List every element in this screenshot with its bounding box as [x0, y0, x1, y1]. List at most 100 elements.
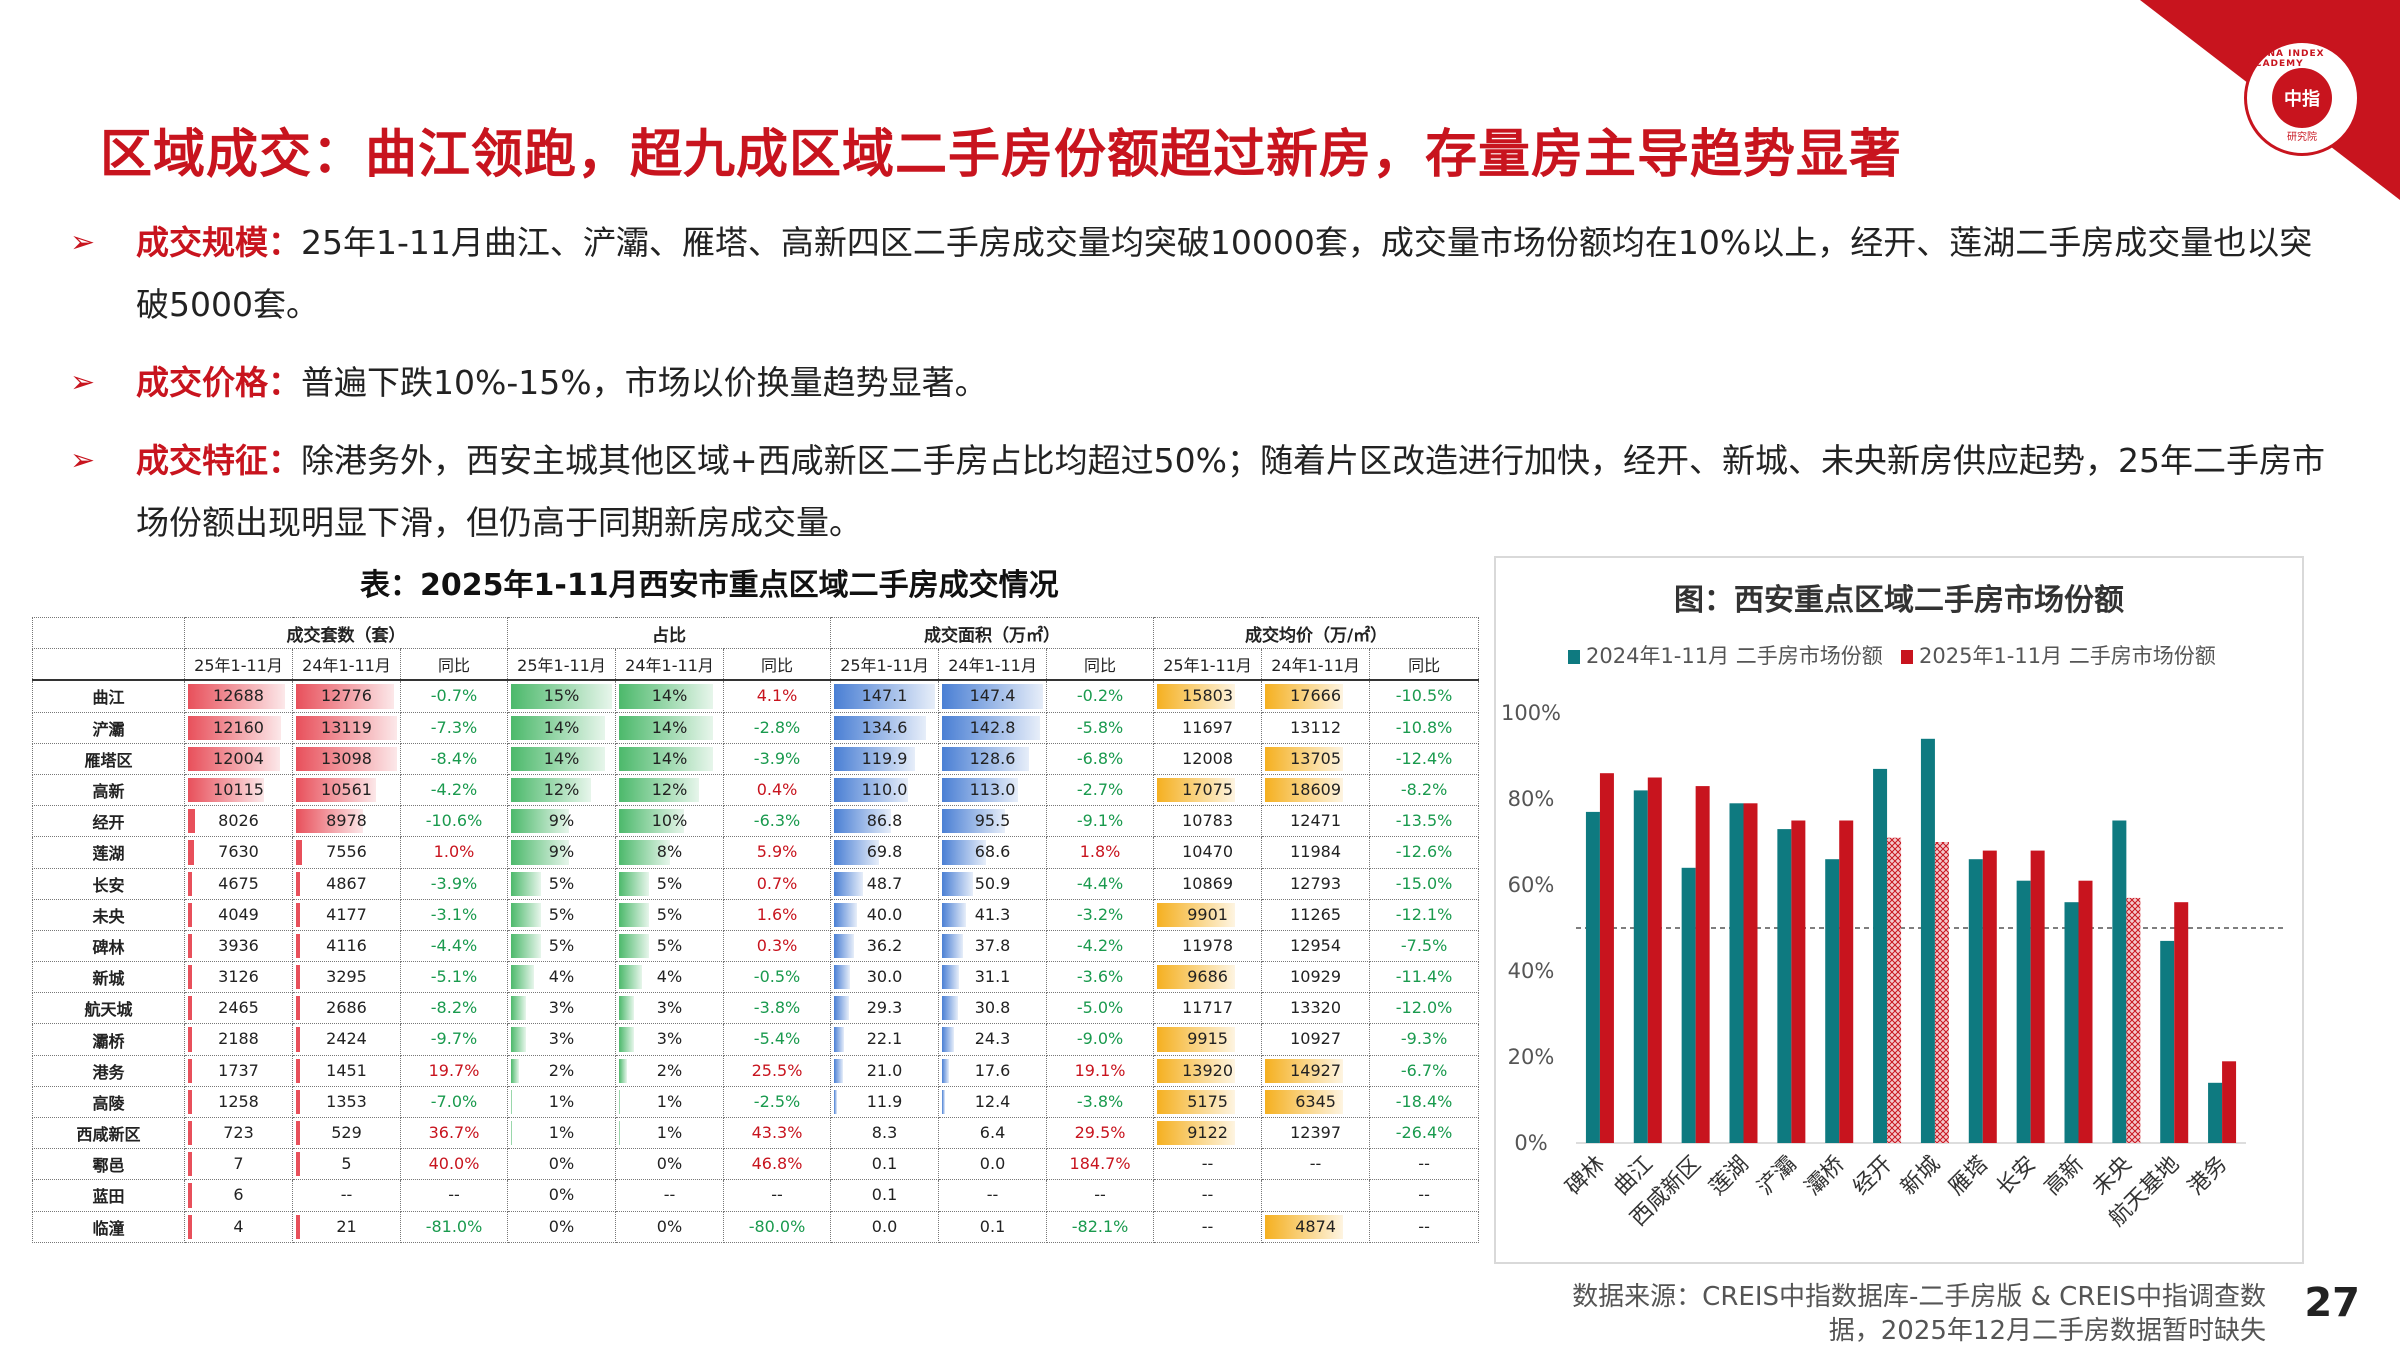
value-cell: 11697 [1153, 711, 1263, 744]
yoy-text: -8.4% [430, 748, 478, 768]
value-cell: 24.3 [938, 1023, 1048, 1056]
yoy-cell: -2.8% [722, 711, 832, 744]
legend-swatch [1901, 650, 1913, 664]
data-bar [834, 1027, 845, 1052]
yoy-text: -3.1% [430, 904, 478, 924]
data-bar [511, 933, 541, 959]
value-cell: 0.1 [938, 1210, 1048, 1243]
subheader-cell: 25年1-11月 [830, 648, 940, 681]
bar-2025 [1934, 842, 1949, 1143]
value-text: 12954 [1290, 935, 1342, 955]
data-bar [511, 684, 612, 709]
bar-2025 [2222, 1061, 2237, 1143]
yoy-cell: -5.4% [722, 1023, 832, 1056]
legend-swatch [1568, 650, 1580, 664]
y-tick-label: 40% [1508, 959, 1555, 983]
value-cell: 3% [507, 1023, 616, 1056]
data-bar [619, 996, 635, 1021]
yoy-text: -7.5% [1400, 935, 1448, 955]
value-cell: 4049 [184, 898, 293, 931]
yoy-cell: -0.5% [722, 961, 832, 994]
value-cell: 13320 [1261, 992, 1371, 1025]
value-text: 8% [656, 842, 683, 862]
yoy-text: -81.0% [425, 1216, 483, 1236]
value-text: 17075 [1182, 779, 1234, 799]
table-row: 临潼 4 21 -81.0% 0% 0% -80.0% 0.0 0.1 -82.1% -- 4874 -… [32, 1210, 1480, 1243]
yoy-text: 1.6% [756, 904, 798, 924]
y-tick-label: 100% [1501, 701, 1561, 725]
yoy-cell: 0.4% [722, 773, 832, 807]
table-body: 曲江 12688 12776 -0.7% 15% 14% 4.1% 147.1 147.4 -0.… [32, 679, 1480, 1243]
yoy-text: -9.7% [430, 1029, 478, 1049]
yoy-text: 1.8% [1079, 842, 1121, 862]
value-cell: 10% [615, 805, 724, 838]
yoy-text: -12.6% [1395, 842, 1453, 862]
value-cell: 1% [615, 1116, 724, 1150]
value-cell: 12008 [1153, 742, 1263, 775]
bullet-label: 成交特征： [136, 441, 301, 480]
data-bar [1265, 684, 1343, 709]
x-tick-label: 碑林 [1561, 1152, 1610, 1201]
yoy-cell: -9.0% [1046, 1023, 1155, 1056]
value-text: 11717 [1182, 998, 1234, 1018]
value-text: 9686 [1187, 967, 1228, 987]
value-text: 36.2 [866, 935, 903, 955]
yoy-text: -13.5% [1395, 811, 1453, 831]
value-cell: 134.6 [830, 711, 940, 744]
value-text: 723 [223, 1123, 254, 1142]
value-cell: 11265 [1261, 898, 1371, 931]
bar-2025 [1695, 786, 1710, 1143]
value-cell: 0% [507, 1210, 616, 1243]
value-text: 11265 [1290, 904, 1342, 924]
yoy-text: -4.4% [1076, 873, 1124, 893]
value-text: 3% [656, 998, 683, 1018]
bar-2025 [1647, 777, 1662, 1143]
data-bar [511, 777, 591, 803]
value-cell: 147.4 [938, 679, 1048, 713]
data-bar [511, 1058, 520, 1083]
value-cell: 3% [615, 992, 724, 1025]
value-text: 17.6 [974, 1060, 1011, 1080]
yoy-text: -82.1% [1071, 1216, 1129, 1236]
value-cell: 2424 [292, 1023, 401, 1056]
yoy-cell: -3.2% [1046, 898, 1155, 931]
data-bar [619, 933, 649, 959]
value-text: 22.1 [866, 1029, 903, 1049]
bar-2025 [1982, 850, 1997, 1143]
subheader-cell: 24年1-11月 [292, 648, 401, 681]
bullet-price: ➢ 成交价格：普遍下跌10%-15%，市场以价换量趋势显著。 [70, 352, 2330, 414]
yoy-cell: -- [1046, 1179, 1155, 1212]
data-bar [619, 809, 685, 834]
value-text: 6.4 [979, 1123, 1006, 1142]
y-tick-label: 0% [1514, 1131, 1547, 1155]
value-cell: 4177 [292, 898, 401, 931]
subheader-cell: 同比 [1369, 648, 1480, 681]
value-cell: 0% [615, 1210, 724, 1243]
data-bar [296, 715, 397, 740]
data-bar [296, 684, 395, 709]
value-text: 21 [336, 1216, 357, 1236]
data-bar [942, 933, 964, 959]
value-text: 5 [341, 1154, 352, 1174]
value-text: 7556 [326, 842, 367, 862]
bar-2025 [2030, 850, 2045, 1143]
value-text: 10% [651, 811, 688, 831]
bullet-text: 除港务外，西安主城其他区域+西咸新区二手房占比均超过50%；随着片区改造进行加快… [136, 441, 2325, 542]
value-cell: 12.4 [938, 1085, 1048, 1119]
data-bar [619, 1027, 635, 1052]
data-bar [1265, 1214, 1343, 1239]
value-text: 10470 [1182, 842, 1234, 862]
value-cell: 18609 [1261, 773, 1371, 807]
data-bar [188, 715, 282, 740]
yoy-cell: -12.4% [1369, 742, 1480, 775]
yoy-cell: -5.8% [1046, 711, 1155, 744]
value-cell: 10869 [1153, 867, 1263, 900]
yoy-text: -26.4% [1395, 1123, 1453, 1142]
value-text: 12160 [213, 717, 264, 737]
value-cell: 110.0 [830, 773, 940, 807]
yoy-text: -3.6% [1076, 967, 1124, 987]
data-bar [188, 933, 193, 959]
data-bar [834, 809, 892, 834]
yoy-cell: -3.1% [400, 898, 508, 931]
market-share-chart: 图：西安重点区域二手房市场份额 2024年1-11月 二手房市场份额 2025年1-… [1494, 556, 2304, 1264]
